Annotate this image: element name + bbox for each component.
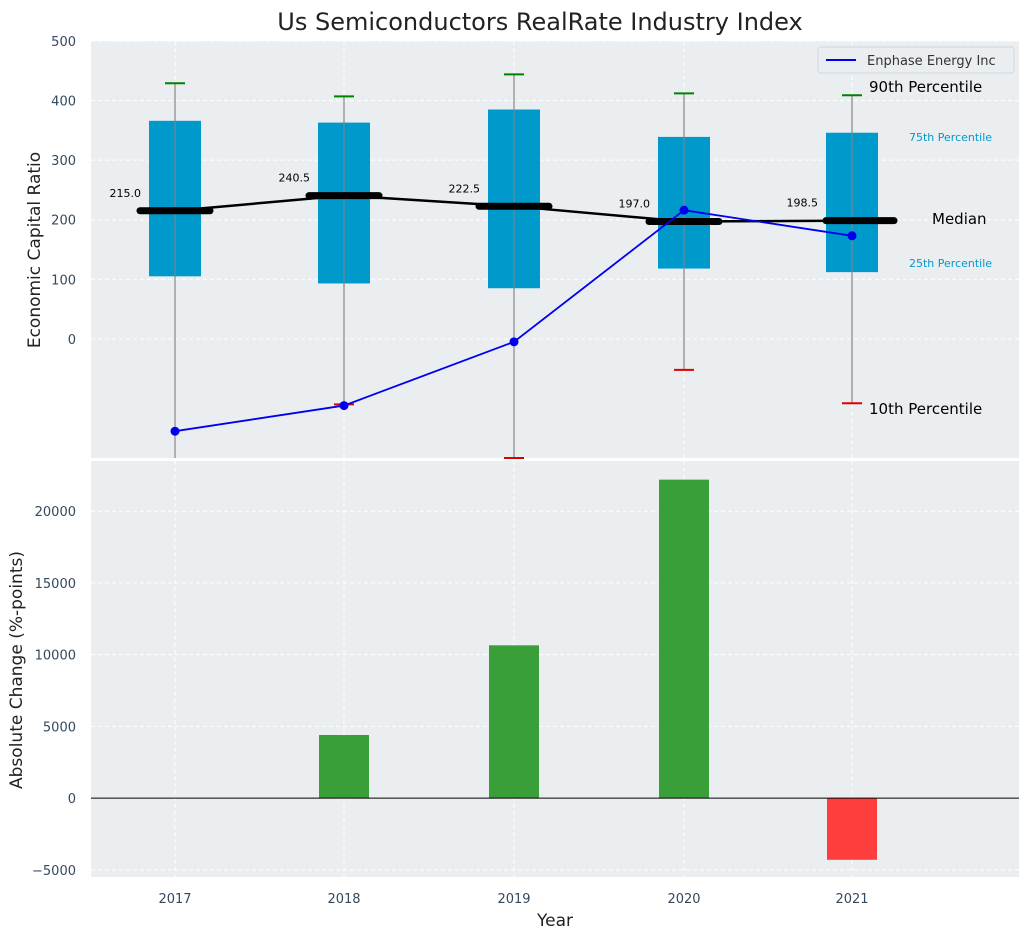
company-point: [170, 426, 180, 436]
bottom-y-tick-label: 5000: [43, 720, 76, 735]
positive-change-bar: [659, 479, 709, 799]
top-y-axis-label: Economic Capital Ratio: [25, 152, 45, 348]
x-tick-labels: 2017 2018 2019 2020 2021: [158, 892, 868, 907]
legend-label-enphase: Enphase Energy Inc: [867, 54, 996, 69]
bottom-y-ticks: −5000 0 5000 10000 15000 20000: [32, 505, 76, 879]
x-axis-label: Year: [536, 911, 573, 931]
top-y-ticks: 0 100 200 300 400 500: [51, 35, 76, 348]
p25-annotation: 25th Percentile: [909, 257, 992, 270]
top-y-tick-label: 100: [51, 273, 76, 288]
positive-change-bar: [319, 734, 369, 799]
percentile-annotations: 90th Percentile 75th Percentile Median 25th…: [869, 78, 992, 418]
bottom-plot-area: [91, 461, 1019, 877]
median-annotation: Median: [932, 210, 987, 228]
company-point: [847, 231, 857, 241]
median-marks: [136, 192, 898, 226]
median-value-label: 198.5: [787, 197, 819, 210]
legend: Enphase Energy Inc: [817, 46, 1015, 74]
chart-title: Us Semiconductors RealRate Industry Inde…: [277, 8, 802, 36]
company-point: [339, 401, 349, 411]
median-value-label: 197.0: [619, 198, 651, 211]
p10-annotation: 10th Percentile: [869, 400, 982, 418]
negative-change-bar: [827, 798, 877, 860]
median-value-label: 215.0: [110, 187, 142, 200]
positive-change-bar: [489, 645, 539, 799]
x-tick-label: 2018: [327, 892, 360, 907]
bottom-y-tick-label: −5000: [32, 864, 76, 879]
top-grid: [91, 40, 1019, 458]
median-value-label: 240.5: [279, 172, 311, 185]
box-plot-panel: 0 100 200 300 400 500 215.0 240.5 222.5 197.0 198…: [25, 35, 1019, 459]
bottom-y-axis-label: Absolute Change (%-points): [7, 551, 27, 789]
median-value-label: 222.5: [449, 182, 481, 195]
top-y-tick-label: 0: [68, 333, 76, 348]
x-tick-label: 2019: [497, 892, 530, 907]
top-y-tick-label: 400: [51, 95, 76, 110]
x-tick-label: 2017: [158, 892, 191, 907]
company-point: [679, 205, 689, 215]
top-y-tick-label: 500: [51, 35, 76, 50]
p90-annotation: 90th Percentile: [869, 78, 982, 96]
p75-annotation: 75th Percentile: [909, 131, 992, 144]
top-plot-area: [91, 41, 1019, 458]
company-point: [509, 337, 519, 347]
bottom-y-tick-label: 0: [68, 792, 76, 807]
top-y-tick-label: 200: [51, 214, 76, 229]
bottom-y-tick-label: 20000: [35, 505, 76, 520]
x-tick-label: 2020: [667, 892, 700, 907]
top-y-tick-label: 300: [51, 154, 76, 169]
legend-box: [817, 46, 1015, 74]
percentile-boxes: [149, 109, 878, 289]
x-tick-label: 2021: [835, 892, 868, 907]
bottom-y-tick-label: 15000: [35, 577, 76, 592]
company-series: [170, 205, 857, 436]
bottom-y-tick-label: 10000: [35, 649, 76, 664]
median-labels: 215.0 240.5 222.5 197.0 198.5: [110, 172, 819, 211]
change-bars: [319, 479, 877, 860]
